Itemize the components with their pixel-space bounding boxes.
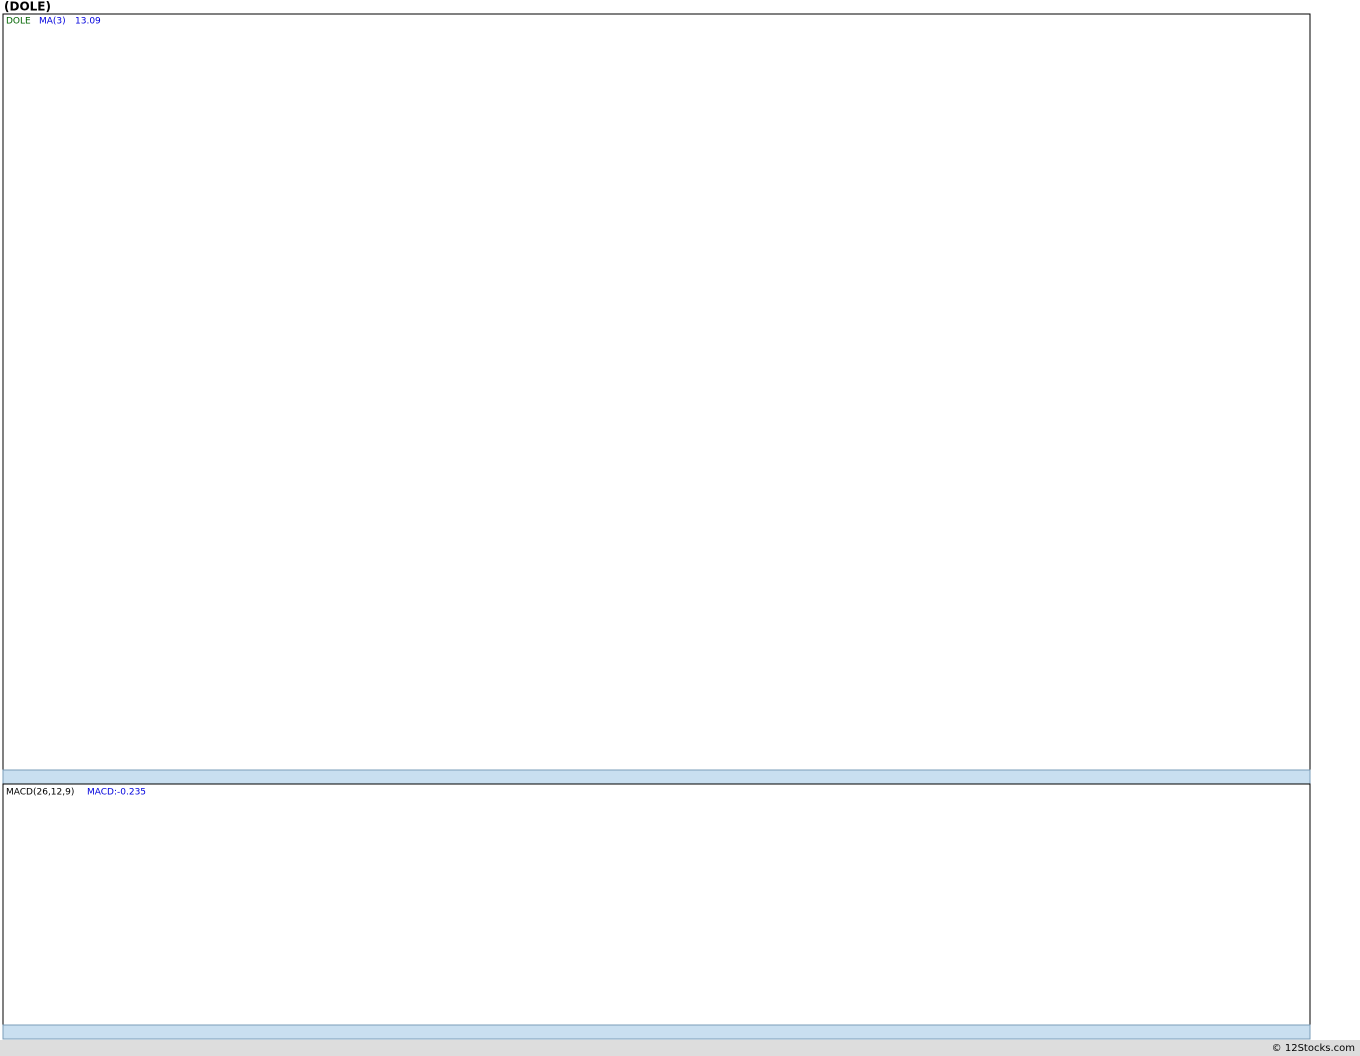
chart-title: (DOLE) (4, 0, 51, 14)
ma-last-value: 13.09 (75, 17, 101, 27)
label-layer: (DOLE) DOLE MA(3) 13.09 MACD(26,12,9) MA… (4, 0, 1355, 1054)
macd-last-value: MACD:-0.235 (87, 788, 146, 798)
price-panel (2, 13, 1311, 771)
symbol-legend: DOLE (6, 17, 31, 27)
ma-legend: MA(3) (39, 17, 66, 27)
footer-text: © 12Stocks.com (1272, 1043, 1355, 1054)
macd-legend: MACD(26,12,9) (6, 788, 74, 798)
macd-date-strip (2, 1024, 1311, 1040)
footer-bar (0, 1040, 1360, 1056)
price-date-strip (2, 769, 1311, 785)
macd-panel (2, 783, 1311, 1026)
